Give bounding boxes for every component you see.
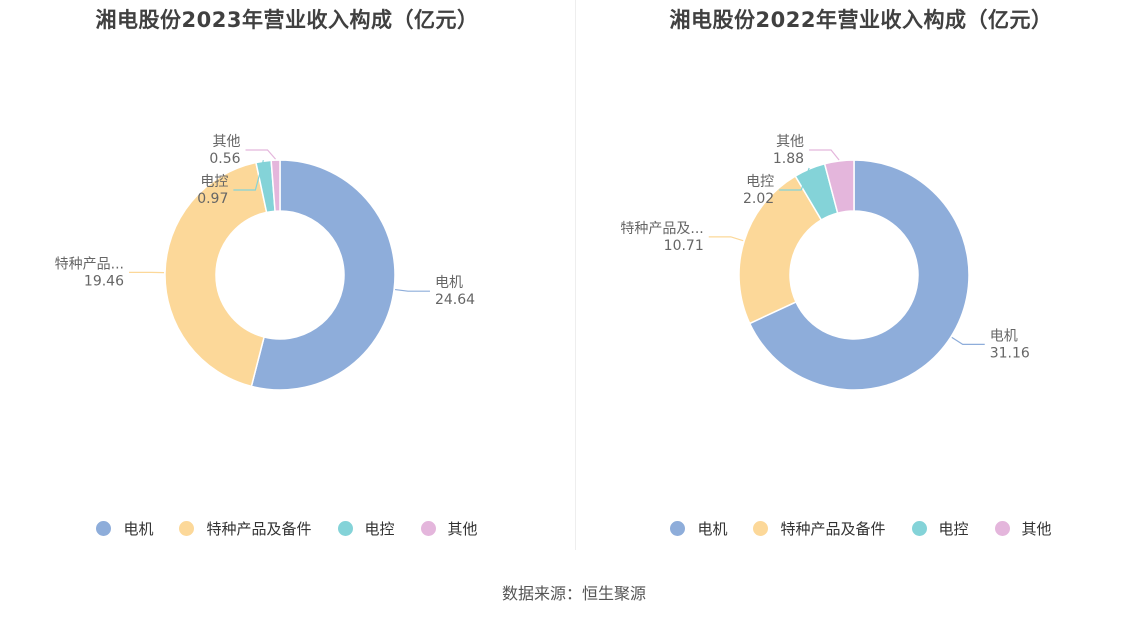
legend-item-control[interactable]: 电控 — [337, 518, 395, 539]
legend-item-motor[interactable]: 电机 — [96, 518, 153, 539]
slice-label-motor: 电机 — [990, 328, 1018, 344]
leader-line-control — [233, 160, 264, 191]
legend-marker-motor — [96, 521, 112, 536]
legend-label: 电控 — [364, 520, 395, 538]
legend-marker-motor — [670, 521, 686, 536]
slice-value-special-products: 19.46 — [84, 273, 124, 289]
slice-label-other: 其他 — [776, 134, 804, 150]
leader-line-other — [245, 149, 276, 160]
slice-label-control: 电控 — [746, 174, 774, 190]
chart-title: 湘电股份2023年营业收入构成（亿元） — [95, 8, 479, 32]
slice-label-control: 电控 — [200, 174, 228, 190]
leader-line-other — [809, 149, 840, 161]
slice-value-motor: 24.64 — [435, 292, 475, 308]
leader-line-special-products — [708, 236, 744, 242]
legend-label: 电机 — [123, 520, 154, 538]
legend-item-control[interactable]: 电控 — [911, 518, 969, 539]
legend-marker-special-products — [753, 521, 769, 536]
legend-item-special-products[interactable]: 特种产品及备件 — [179, 518, 312, 539]
data-source: 数据来源：恒生聚源 — [501, 584, 646, 603]
legend-item-special-products[interactable]: 特种产品及备件 — [753, 518, 886, 539]
legend-marker-other — [420, 521, 436, 536]
slice-other[interactable] — [270, 159, 281, 212]
legend: 电机 特种产品及备件 电控 其他 — [574, 518, 1148, 539]
leader-line-motor — [395, 288, 430, 292]
legend-label: 其他 — [1021, 520, 1052, 538]
slice-value-special-products: 10.71 — [664, 238, 704, 254]
slice-label-special-products: 特种产品及... — [620, 221, 703, 237]
slice-value-control: 0.97 — [197, 191, 228, 207]
slice-value-other: 1.88 — [773, 151, 804, 167]
slice-value-motor: 31.16 — [990, 345, 1030, 361]
slice-other[interactable] — [823, 159, 855, 215]
legend-label: 电机 — [697, 520, 728, 538]
slice-value-control: 2.02 — [743, 191, 774, 207]
chart-title: 湘电股份2022年营业收入构成（亿元） — [669, 8, 1053, 32]
legend-marker-control — [337, 521, 353, 536]
legend-item-other[interactable]: 其他 — [420, 518, 478, 539]
slice-label-other: 其他 — [213, 134, 241, 150]
legend-label: 特种产品及备件 — [206, 520, 312, 538]
legend: 电机 特种产品及备件 电控 其他 — [0, 518, 574, 539]
legend-label: 特种产品及备件 — [780, 520, 886, 538]
leader-line-control — [779, 167, 810, 191]
slice-special-products[interactable] — [164, 161, 268, 388]
slice-value-other: 0.56 — [209, 151, 240, 167]
slice-label-special-products: 特种产品... — [55, 256, 124, 272]
legend-marker-special-products — [179, 521, 195, 536]
slice-motor[interactable] — [250, 159, 396, 391]
chart-panel-2022: 湘电股份2022年营业收入构成（亿元） 电机 31.16 其他 1.88 电控 2.02 特… — [574, 0, 1148, 560]
legend-label: 电控 — [938, 520, 969, 538]
legend-marker-control — [911, 521, 927, 536]
slice-label-motor: 电机 — [435, 275, 463, 291]
chart-panel-2023: 湘电股份2023年营业收入构成（亿元） 电机 24.64 其他 0.56 电控 0.97 特… — [0, 0, 574, 560]
legend-item-other[interactable]: 其他 — [994, 518, 1052, 539]
legend-item-motor[interactable]: 电机 — [670, 518, 727, 539]
legend-label: 其他 — [447, 520, 478, 538]
leader-line-motor — [951, 336, 985, 345]
panel-divider — [575, 0, 576, 550]
legend-marker-other — [994, 521, 1010, 536]
slice-motor[interactable] — [748, 159, 970, 391]
